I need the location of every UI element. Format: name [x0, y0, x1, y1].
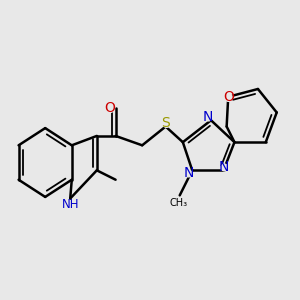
- Text: N: N: [183, 166, 194, 180]
- Text: CH₃: CH₃: [169, 198, 187, 208]
- Text: O: O: [223, 90, 234, 104]
- Text: NH: NH: [61, 198, 79, 211]
- Text: N: N: [218, 160, 229, 174]
- Text: N: N: [203, 110, 213, 124]
- Text: S: S: [161, 116, 170, 130]
- Text: O: O: [104, 101, 116, 115]
